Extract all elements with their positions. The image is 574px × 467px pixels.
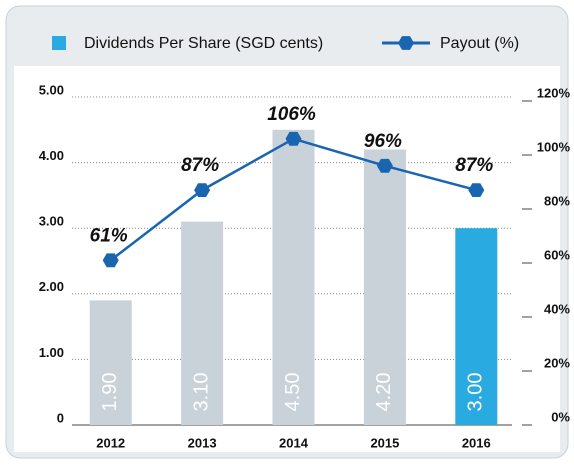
bar <box>89 300 132 425</box>
x-tick-label: 2014 <box>279 435 309 450</box>
bar <box>181 221 224 425</box>
payout-marker <box>194 183 211 197</box>
bar <box>363 149 406 426</box>
legend-swatch <box>52 36 66 50</box>
payout-label: 106% <box>267 104 316 125</box>
y-tick-label: 4.00 <box>39 148 64 163</box>
y-tick-label: 5.00 <box>39 82 64 97</box>
bar-value-label: 1.90 <box>99 373 121 412</box>
y-tick-label: 2.00 <box>39 279 64 294</box>
y2-tick-label: 100% <box>537 139 571 154</box>
legend-label: Payout (%) <box>440 35 519 52</box>
x-tick-label: 2015 <box>370 435 399 450</box>
y2-tick-label: 40% <box>544 301 570 316</box>
y2-tick-label: 20% <box>544 355 570 370</box>
bar <box>272 129 315 426</box>
x-tick-label: 2016 <box>462 435 491 450</box>
payout-marker <box>468 183 485 197</box>
payout-marker <box>376 158 393 173</box>
payout-label: 87% <box>455 155 493 176</box>
y-tick-label: 0 <box>57 410 64 425</box>
y2-tick-label: 120% <box>537 85 571 100</box>
bar-value-label: 4.50 <box>282 373 304 412</box>
y-tick-label: 1.00 <box>39 345 64 360</box>
payout-marker <box>285 131 302 146</box>
payout-label: 87% <box>181 155 219 176</box>
payout-label: 61% <box>90 225 128 246</box>
bar-value-label: 4.20 <box>373 373 395 412</box>
legend-label: Dividends Per Share (SGD cents) <box>84 35 323 52</box>
y2-tick-label: 60% <box>544 247 570 262</box>
bar-value-label: 3.00 <box>465 373 487 412</box>
y2-tick-label: 80% <box>544 193 570 208</box>
y-tick-label: 3.00 <box>39 214 64 229</box>
bar-value-label: 3.10 <box>190 373 212 412</box>
payout-marker <box>102 253 119 268</box>
legend-marker <box>398 36 414 50</box>
x-tick-label: 2013 <box>188 435 217 450</box>
x-tick-label: 2012 <box>96 435 125 450</box>
bar <box>455 228 498 425</box>
y2-tick-label: 0% <box>551 409 570 424</box>
payout-label: 96% <box>364 131 402 152</box>
